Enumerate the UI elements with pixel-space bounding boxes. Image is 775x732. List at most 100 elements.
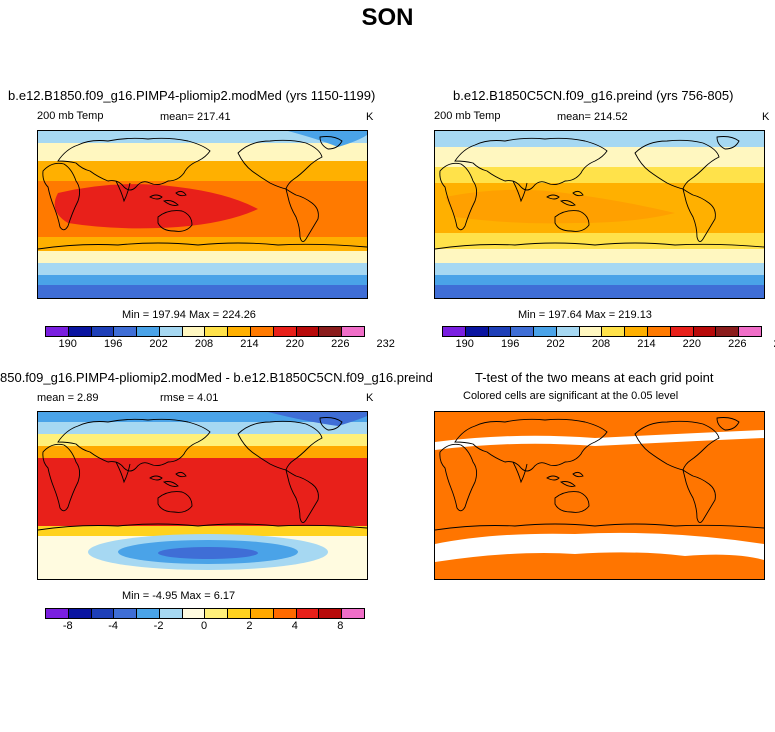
panel1-colorbar-cell-5 [159,327,183,336]
panel1-colorbar-cell-2 [91,327,115,336]
p2-warm-pool [445,189,675,224]
panel1-colorbar-cell-9 [251,327,274,336]
panel2-colorbar-tick-7: 232 [774,338,775,350]
panel3-rmse: rmse = 4.01 [160,392,219,404]
panel1-colorbar-cell-8 [228,327,252,336]
panel2-colorbar-cell-9 [648,327,671,336]
p2-band-1 [435,131,764,147]
panel2-colorbar-tick-3: 208 [591,338,611,350]
panel2-minmax: Min = 197.64 Max = 219.13 [518,309,652,321]
panel3-map [37,411,368,580]
panel1-units: K [366,111,374,123]
p2-band-5 [435,233,764,249]
panel1-title: b.e12.B1850.f09_g16.PIMP4-pliomip2.modMe… [8,88,376,103]
panel2-colorbar-cell-3 [511,327,535,336]
panel2-colorbar [442,326,762,337]
panel3-colorbar-cell-5 [159,609,183,618]
panel3-colorbar-cell-1 [68,609,92,618]
panel3-map-svg [38,412,367,579]
panel1-colorbar-ticks: 190 196 202 208 214 220 226 232 [45,338,395,352]
p3-band-3 [38,434,367,446]
panel1-colorbar-cell-1 [68,327,92,336]
panel1-minmax: Min = 197.94 Max = 224.26 [122,309,256,321]
p3-band-2 [38,422,367,434]
p4-nonsig-band-north [435,430,764,450]
panel3-colorbar-cell-7 [205,609,229,618]
panel3-units: K [366,392,374,404]
panel3-minmax: Min = -4.95 Max = 6.17 [122,590,236,602]
panel4-map [434,411,765,580]
panel3-colorbar-tick-5: 4 [291,620,298,632]
panel3-colorbar-cell-3 [114,609,138,618]
p1-band-5 [38,237,367,251]
p4-nonsig-band-south [435,532,764,562]
panel2-colorbar-cell-0 [443,327,466,336]
panel2-colorbar-ticks: 190 196 202 208 214 220 226 232 [442,338,775,352]
panel1-colorbar-tick-3: 208 [194,338,214,350]
panel3-colorbar-cell-13 [342,609,364,618]
panel3-colorbar-cell-12 [319,609,343,618]
p1-band-3 [38,161,367,181]
panel3-mean: mean = 2.89 [37,392,99,404]
panel3-colorbar-cell-6 [182,609,206,618]
panel1-colorbar-cell-11 [296,327,320,336]
panel1-colorbar-cell-6 [182,327,206,336]
panel2-colorbar-cell-5 [556,327,580,336]
panel2-title: b.e12.B1850C5CN.f09_g16.preind (yrs 756-… [453,88,734,103]
panel1-colorbar [45,326,365,337]
p3-arctic-blob [268,412,367,426]
panel1-colorbar-cell-10 [273,327,297,336]
panel2-colorbar-cell-11 [693,327,717,336]
p1-band-8 [38,275,367,285]
panel1-colorbar-tick-5: 220 [285,338,305,350]
panel1-colorbar-cell-0 [46,327,69,336]
panel3-colorbar-cell-11 [296,609,320,618]
panel1-colorbar-cell-13 [342,327,364,336]
panel1-mean: mean= 217.41 [160,111,231,123]
panel2-colorbar-cell-13 [739,327,761,336]
p3-band-1 [38,412,367,422]
panel1-colorbar-tick-2: 202 [149,338,168,350]
panel2-colorbar-cell-10 [670,327,694,336]
panel2-colorbar-cell-2 [488,327,512,336]
panel2-colorbar-cell-4 [534,327,557,336]
p3-band-4 [38,446,367,458]
panel3-colorbar-ticks: -8 -4 -2 0 2 4 8 [45,620,363,634]
p3-band-5 [38,458,367,526]
p2-band-2 [435,147,764,167]
panel2-mean: mean= 214.52 [557,111,628,123]
panel1-colorbar-cell-3 [114,327,138,336]
panel2-colorbar-cell-7 [602,327,626,336]
panel2-colorbar-tick-2: 202 [546,338,565,350]
panel3-colorbar-cell-0 [46,609,69,618]
p1-band-9 [38,285,367,298]
panel3-colorbar-tick-4: 2 [246,620,253,632]
panel3-colorbar-cell-2 [91,609,115,618]
panel1-variable-label: 200 mb Temp [37,110,104,122]
panel2-colorbar-cell-8 [625,327,649,336]
panel3-colorbar-tick-2: -2 [153,620,164,632]
panel3-colorbar-cell-4 [137,609,160,618]
p3-band-6 [38,526,367,536]
panel3-colorbar-tick-0: -8 [62,620,73,632]
panel4-subtitle: Colored cells are significant at the 0.0… [463,390,679,402]
p2-band-9 [435,285,764,298]
panel2-colorbar-tick-4: 214 [637,338,656,350]
p1-band-6 [38,251,367,263]
panel2-map [434,130,765,299]
p1-band-2 [38,143,367,161]
panel1-colorbar-tick-1: 196 [103,338,123,350]
p2-band-3 [435,167,764,183]
panel2-colorbar-tick-1: 196 [500,338,520,350]
panel3-colorbar-cell-9 [251,609,274,618]
p2-band-6 [435,249,764,263]
p3-cold-3 [158,547,258,559]
panel2-variable-label: 200 mb Temp [434,110,501,122]
panel3-colorbar-cell-8 [228,609,252,618]
panel2-colorbar-cell-1 [465,327,489,336]
panel2-colorbar-cell-6 [579,327,603,336]
panel2-map-svg [435,131,764,298]
panel3-colorbar-tick-3: 0 [200,620,208,632]
panel3-colorbar [45,608,365,619]
panel4-title: T-test of the two means at each grid poi… [475,370,714,385]
